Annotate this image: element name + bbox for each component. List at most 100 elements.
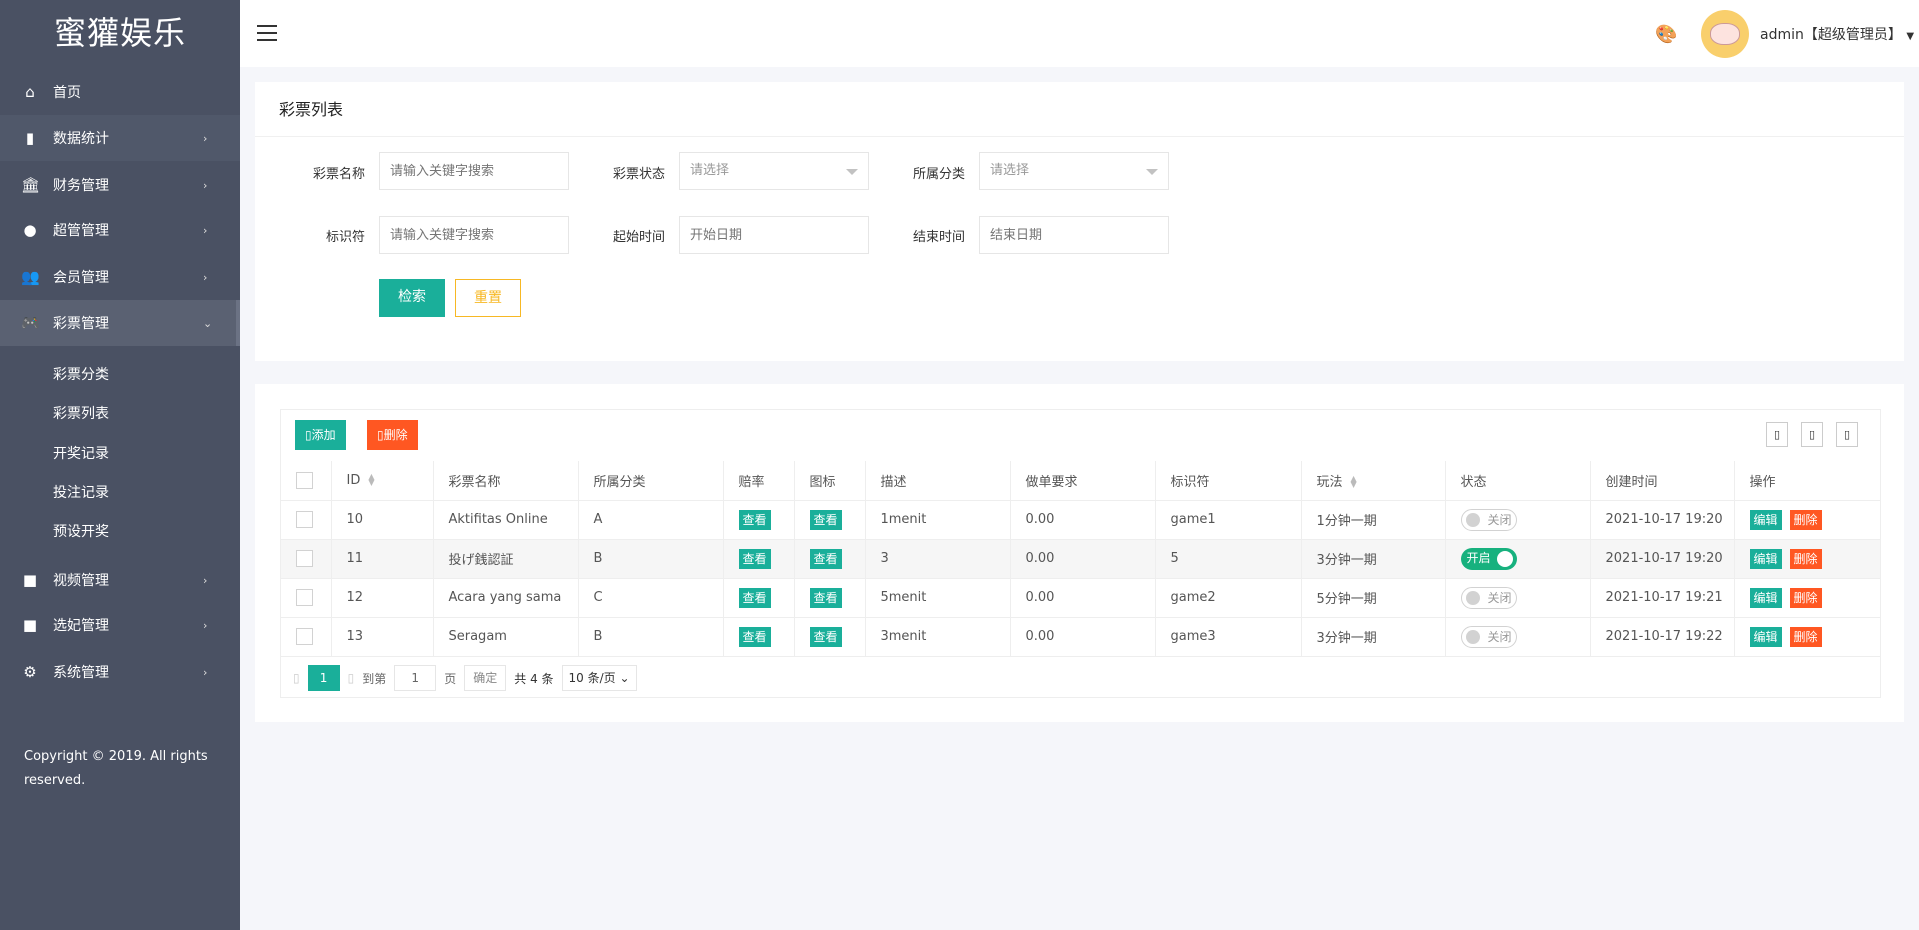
sidebar-item-5[interactable]: 🎮 彩票管理 ⌄ — [0, 300, 240, 346]
category-select[interactable]: 请选择 — [979, 152, 1169, 190]
bank-icon: 🏛 — [21, 176, 41, 194]
sidebar-subitem-3[interactable]: 投注记录 — [53, 484, 109, 501]
reset-button[interactable]: 重置 — [455, 279, 521, 317]
row-checkbox[interactable] — [296, 628, 313, 645]
print-icon[interactable]: ▯ — [1836, 422, 1858, 447]
view-odds-button[interactable]: 查看 — [738, 626, 771, 647]
cell-created: 2021-10-17 19:20 — [1590, 539, 1735, 579]
table-row: 10 Aktifitas Online A 查看 查看 1menit 0.00 … — [281, 500, 1881, 540]
view-icon-button[interactable]: 查看 — [809, 587, 842, 608]
table-box: ▯添加 ▯删除 ▯ ▯ ▯ ID ▲ ▼ 彩票名称 所属分类 赔率 图标 描述 做单要求 标识符玩… — [280, 409, 1881, 698]
prev-page-icon[interactable]: ▯ — [293, 671, 300, 685]
edit-button[interactable]: 编辑 — [1749, 509, 1782, 530]
status-toggle[interactable]: 开启 — [1460, 547, 1517, 570]
next-page-icon[interactable]: ▯ — [347, 671, 355, 685]
status-label: 彩票状态 — [612, 167, 665, 182]
column-header[interactable]: ID ▲ ▼ — [331, 461, 434, 501]
batch-delete-button[interactable]: ▯删除 — [367, 420, 418, 450]
copyright: Copyright © 2019. All rights reserved. — [24, 749, 208, 788]
sort-icon[interactable]: ▲ ▼ — [1350, 474, 1357, 490]
view-icon-button[interactable]: 查看 — [809, 548, 842, 569]
key-label: 标识符 — [325, 230, 365, 245]
sidebar-item-7[interactable]: ■ 选妃管理 › — [22, 616, 208, 634]
gear-icon: ⚙ — [23, 663, 37, 681]
name-input[interactable] — [379, 152, 569, 190]
select-all-checkbox[interactable] — [296, 471, 313, 489]
edit-button[interactable]: 编辑 — [1749, 548, 1782, 569]
view-icon-button[interactable]: 查看 — [809, 626, 842, 647]
table-header: ID ▲ ▼ 彩票名称 所属分类 赔率 图标 描述 做单要求 标识符 玩法 ▲ ▼ 状态 创建时间 操作 — [281, 461, 1881, 501]
status-select[interactable]: 请选择 — [679, 152, 869, 190]
sidebar-subitem-2[interactable]: 开奖记录 — [53, 445, 109, 462]
menu-toggle-icon[interactable] — [257, 25, 277, 41]
gamepad-icon: 🎮 — [21, 314, 40, 332]
export-icon[interactable]: ▯ — [1801, 422, 1823, 447]
sort-icon[interactable]: ▲ ▼ — [368, 472, 375, 488]
avatar[interactable] — [1701, 10, 1749, 58]
cell-key: game3 — [1155, 617, 1302, 657]
cell-name: Acara yang sama — [433, 578, 579, 618]
edit-button[interactable]: 编辑 — [1749, 626, 1782, 647]
status-toggle[interactable]: 关闭 — [1460, 625, 1517, 648]
cell-id: 13 — [331, 617, 434, 657]
cell-play: 3分钟一期 — [1301, 617, 1446, 657]
sidebar-item-2[interactable]: 🏛 财务管理 › — [21, 176, 208, 194]
search-button[interactable]: 检索 — [379, 279, 445, 317]
goto-label: 到第 — [362, 671, 387, 686]
sidebar-item-4[interactable]: 👥 会员管理 › — [21, 268, 208, 286]
columns-filter-icon[interactable]: ▯ — [1766, 422, 1788, 447]
page-input[interactable]: 1 — [394, 665, 437, 691]
sidebar-item-8[interactable]: ⚙ 系统管理 › — [0, 649, 240, 695]
user-icon: ● — [23, 221, 37, 239]
delete-button[interactable]: 删除 — [1789, 626, 1822, 647]
cell-category: A — [578, 500, 724, 540]
add-button[interactable]: ▯添加 — [295, 420, 346, 450]
cell-category: B — [578, 539, 724, 579]
cell-name: Seragam — [433, 617, 579, 657]
cell-play: 5分钟一期 — [1301, 578, 1446, 618]
table-row: 11 投げ銭認証 B 查看 查看 3 0.00 5 3分钟一期 开启 2021-… — [281, 539, 1881, 579]
edit-button[interactable]: 编辑 — [1749, 587, 1782, 608]
row-checkbox[interactable] — [296, 511, 313, 528]
cell-id: 12 — [331, 578, 434, 618]
status-toggle[interactable]: 关闭 — [1460, 586, 1517, 609]
pagination: ▯ 1 ▯ 到第 1 页 确定 共 4 条 10 条/页 ⌄ — [293, 665, 637, 691]
table-row: 13 Seragam B 查看 查看 3menit 0.00 game3 3分钟… — [281, 617, 1881, 657]
cell-created: 2021-10-17 19:20 — [1590, 500, 1735, 540]
delete-button[interactable]: 删除 — [1789, 509, 1822, 530]
page-1[interactable]: 1 — [307, 665, 340, 691]
sidebar-item-0[interactable]: ⌂ 首页 — [0, 69, 240, 115]
table-card: ▯添加 ▯删除 ▯ ▯ ▯ ID ▲ ▼ 彩票名称 所属分类 赔率 图标 描述 做单要求 标识符玩… — [255, 384, 1904, 722]
chevron-right-icon: › — [203, 223, 208, 237]
view-icon-button[interactable]: 查看 — [809, 509, 842, 530]
sidebar-item-6[interactable]: ■ 视频管理 › — [22, 571, 208, 589]
column-header: 所属分类 — [578, 461, 724, 501]
view-odds-button[interactable]: 查看 — [738, 509, 771, 530]
sidebar-subitem-0[interactable]: 彩票分类 — [53, 367, 109, 383]
confirm-button[interactable]: 确定 — [464, 665, 507, 691]
delete-button[interactable]: 删除 — [1789, 587, 1822, 608]
cell-desc: 3menit — [865, 617, 1011, 657]
column-header: 操作 — [1734, 461, 1881, 501]
cell-key: 5 — [1155, 539, 1302, 579]
cell-category: C — [578, 578, 724, 618]
sidebar-item-1[interactable]: ▮ 数据统计 › — [0, 115, 240, 161]
sidebar-item-3[interactable]: ● 超管管理 › — [0, 207, 240, 253]
status-toggle[interactable]: 关闭 — [1460, 508, 1517, 531]
end-date-input[interactable] — [979, 216, 1169, 254]
row-checkbox[interactable] — [296, 550, 313, 567]
page-size-select[interactable]: 10 条/页 ⌄ — [561, 665, 637, 691]
sidebar-subitem-1[interactable]: 彩票列表 — [53, 406, 109, 423]
view-odds-button[interactable]: 查看 — [738, 548, 771, 569]
row-checkbox[interactable] — [296, 589, 313, 606]
delete-button[interactable]: 删除 — [1789, 548, 1822, 569]
user-menu[interactable]: admin【超级管理员】 ▼ — [1760, 27, 1915, 43]
column-header[interactable]: 玩法 ▲ ▼ — [1301, 461, 1446, 501]
view-odds-button[interactable]: 查看 — [738, 587, 771, 608]
sidebar-subitem-4[interactable]: 预设开奖 — [53, 524, 109, 541]
category-label: 所属分类 — [912, 167, 965, 182]
start-date-input[interactable] — [679, 216, 869, 254]
logo: 蜜獾娱乐 — [53, 14, 186, 52]
theme-palette-icon[interactable]: 🎨 — [1655, 24, 1678, 45]
key-input[interactable] — [379, 216, 569, 254]
